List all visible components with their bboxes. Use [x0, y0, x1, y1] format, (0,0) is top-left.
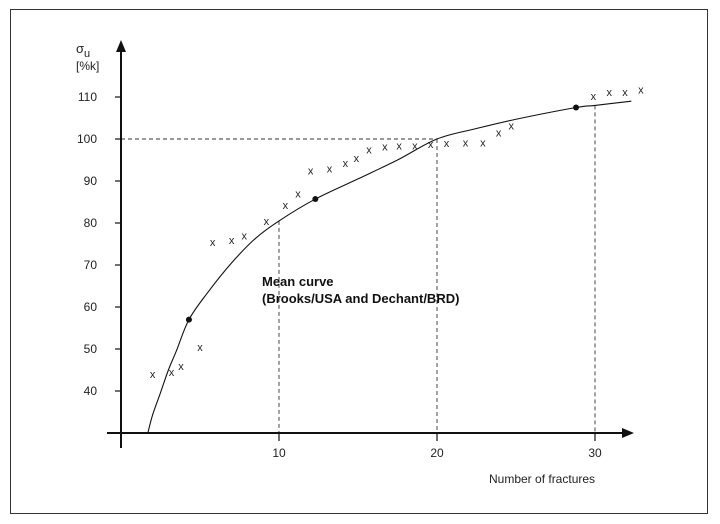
- scatter-point-7: x: [264, 216, 270, 228]
- x-axis-arrow: [622, 428, 634, 438]
- annotation-line1: Mean curve: [262, 274, 334, 289]
- y-tick-label-40: 40: [84, 384, 98, 398]
- scatter-point-1: x: [169, 367, 175, 379]
- scatter-point-24: x: [591, 91, 597, 103]
- curve-dot-2: [573, 104, 580, 111]
- y-tick-label-90: 90: [84, 174, 98, 188]
- scatter-point-19: x: [444, 138, 450, 150]
- x-axis-label: Number of fractures: [489, 472, 595, 486]
- scatter-point-23: x: [509, 121, 515, 133]
- x-ticks: 10 20 30: [272, 433, 602, 460]
- scatter-point-15: x: [382, 142, 388, 154]
- x-tick-label-30: 30: [588, 446, 602, 460]
- axes: [107, 40, 634, 448]
- scatter-point-16: x: [396, 140, 402, 152]
- mean-curve-line: [147, 100, 632, 434]
- scatter-point-13: x: [354, 153, 360, 165]
- y-tick-label-100: 100: [77, 132, 97, 146]
- scatter-point-25: x: [606, 87, 612, 99]
- reference-lines: [121, 105, 596, 433]
- curve-dot-1: [312, 196, 319, 203]
- x-tick-label-20: 20: [430, 446, 444, 460]
- y-tick-label-70: 70: [84, 258, 98, 272]
- scatter-point-10: x: [308, 166, 314, 178]
- scatter-point-3: x: [197, 342, 203, 354]
- scatter-point-9: x: [295, 189, 301, 201]
- scatter-point-21: x: [480, 137, 486, 149]
- scatter-point-6: x: [241, 231, 247, 243]
- scatter-point-0: x: [150, 369, 156, 381]
- scatter-point-14: x: [366, 145, 372, 157]
- scatter-point-26: x: [622, 87, 628, 99]
- scatter-point-2: x: [178, 361, 184, 373]
- y-tick-label-60: 60: [84, 300, 98, 314]
- x-tick-label-10: 10: [272, 446, 286, 460]
- scatter-point-12: x: [343, 158, 349, 170]
- y-tick-label-80: 80: [84, 216, 98, 230]
- scatter-point-17: x: [412, 140, 418, 152]
- scatter-point-8: x: [283, 200, 289, 212]
- annotation-line2: (Brooks/USA and Dechant/BRD): [262, 291, 459, 306]
- scatter-point-20: x: [463, 137, 469, 149]
- y-tick-label-50: 50: [84, 342, 98, 356]
- scatter-point-11: x: [327, 163, 333, 175]
- curve-dot-0: [185, 316, 192, 323]
- y-axis-unit: [%k]: [76, 59, 99, 73]
- scatter-point-18: x: [428, 139, 434, 151]
- y-axis-arrow: [116, 40, 126, 52]
- y-axis-symbol: σu: [76, 41, 90, 60]
- scatter-point-22: x: [496, 128, 502, 140]
- curve-markers: [185, 104, 580, 323]
- figure-frame: [10, 9, 708, 514]
- scatter-point-27: x: [638, 84, 644, 96]
- scatter-point-5: x: [229, 235, 235, 247]
- y-tick-label-110: 110: [78, 90, 97, 104]
- y-ticks: 40 50 60 70 80 90 100 110: [77, 90, 121, 398]
- scatter-point-4: x: [210, 237, 216, 249]
